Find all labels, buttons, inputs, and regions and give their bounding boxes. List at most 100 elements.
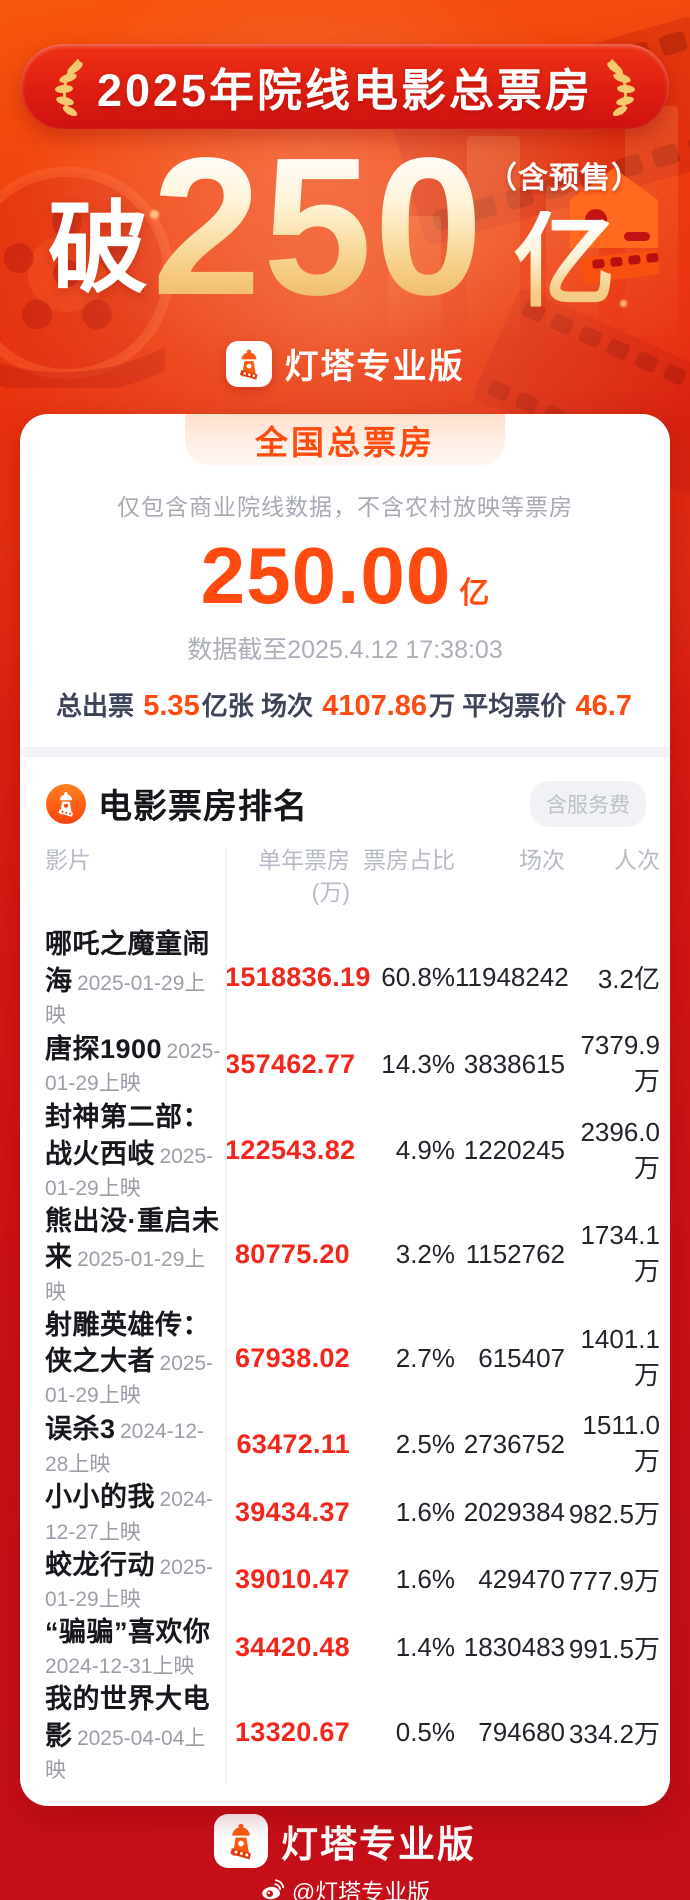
film-share: 3.2%	[395, 1238, 455, 1269]
table-row: 射雕英雄传：侠之大者 2025-01-29上映 67938.02 2.7% 61…	[45, 1307, 660, 1410]
stat-sessions: 场次 4107.86万	[260, 690, 456, 723]
film-title: 熊出没·重启未来	[45, 1205, 220, 1273]
film-box-office: 39010.47	[234, 1564, 350, 1595]
table-row: 误杀3 2024-12-28上映 63472.11 2.5% 2736752 1…	[45, 1410, 660, 1478]
film-release-date: 2025-01-29上映	[45, 1555, 214, 1611]
film-sessions: 3838615	[463, 1048, 565, 1079]
header-share: 票房占比	[363, 847, 455, 874]
film-title: “骗骗”喜欢你	[45, 1616, 211, 1647]
film-admissions: 2396.0万	[580, 1116, 660, 1183]
table-row: 蛟龙行动 2025-01-29上映 39010.47 1.6% 429470 7…	[45, 1547, 660, 1613]
headline: 破 250 （含预售） 亿	[0, 117, 690, 336]
header-film: 影片	[45, 847, 91, 874]
weibo-handle: @灯塔专业版	[291, 1878, 431, 1900]
film-title: 唐探1900	[45, 1033, 163, 1064]
table-row: 我的世界大电影 2025-04-04上映 13320.67 0.5% 79468…	[45, 1681, 660, 1784]
film-sessions: 11948242	[455, 962, 569, 993]
film-cell: 熊出没·重启未来 2025-01-29上映	[45, 1203, 225, 1306]
film-title: 误杀3	[45, 1414, 116, 1445]
banner-title: 2025年院线电影总票房	[96, 65, 594, 116]
film-sessions: 615407	[478, 1342, 565, 1373]
laurel-left-icon	[54, 58, 83, 116]
table-body: 哪吒之魔童闹海 2025-01-29上映 1518836.19 60.8% 11…	[45, 926, 660, 1784]
stat-avg-price: 平均票价 46.7	[462, 690, 632, 723]
film-cell: 蛟龙行动 2025-01-29上映	[45, 1547, 225, 1613]
ranking-section-header: 电影票房排名 含服务费	[20, 757, 670, 828]
film-share: 0.5%	[395, 1717, 455, 1748]
laurel-right-icon	[607, 58, 636, 116]
table-row: 小小的我 2024-12-27上映 39434.37 1.6% 2029384 …	[45, 1479, 660, 1545]
film-release-date: 2025-01-29上映	[45, 1144, 214, 1200]
film-release-date: 2024-12-27上映	[45, 1488, 214, 1544]
film-share: 1.4%	[395, 1631, 455, 1662]
table-row: “骗骗”喜欢你 2024-12-31上映 34420.48 1.4% 18304…	[45, 1614, 660, 1680]
weibo-credit-row: @灯塔专业版	[260, 1873, 430, 1900]
film-share: 2.7%	[395, 1342, 455, 1373]
film-cell: 封神第二部：战火西岐 2025-01-29上映	[45, 1099, 225, 1202]
film-sessions: 1152762	[465, 1238, 565, 1269]
film-cell: 哪吒之魔童闹海 2025-01-29上映	[45, 926, 225, 1029]
beacon-logo-icon	[214, 1813, 268, 1868]
ranking-table: 影片 单年票房 (万) 票房占比 场次 人次 哪吒之魔童闹海 2025-01-2…	[20, 844, 670, 1806]
beacon-logo-icon	[46, 783, 86, 824]
summary-stats-row: 总出票 5.35亿张 场次 4107.86万 平均票价 46.7	[20, 686, 670, 723]
weibo-icon	[262, 1878, 284, 1899]
film-admissions: 777.9万	[568, 1566, 660, 1597]
sparkle-dot	[620, 300, 627, 307]
film-release-date: 2024-12-28上映	[45, 1420, 205, 1476]
film-share: 60.8%	[381, 962, 455, 993]
table-header-row: 影片 单年票房 (万) 票房占比 场次 人次	[45, 844, 660, 908]
film-admissions: 1734.1万	[580, 1220, 660, 1287]
total-box-office-number: 250	[151, 117, 486, 336]
footer-brand-name: 灯塔专业版	[281, 1823, 476, 1865]
data-scope-note: 仅包含商业院线数据，不含农村放映等票房	[117, 494, 573, 521]
column-divider	[225, 848, 227, 1785]
film-admissions: 7379.9万	[580, 1030, 660, 1097]
film-sessions: 1830483	[463, 1631, 565, 1662]
film-title: 蛟龙行动	[45, 1549, 155, 1580]
film-box-office: 67938.02	[234, 1342, 350, 1373]
footer-brand-row: 灯塔专业版	[214, 1813, 476, 1868]
card-header-badge: 全国总票房	[185, 414, 505, 467]
total-value: 250.00	[200, 531, 452, 621]
film-box-office: 80775.20	[234, 1238, 350, 1269]
film-share: 1.6%	[395, 1496, 455, 1527]
film-release-date: 2025-01-29上映	[45, 971, 206, 1028]
film-release-date: 2025-04-04上映	[45, 1726, 206, 1783]
film-title: 封神第二部：战火西岐	[45, 1102, 210, 1169]
film-release-date: 2024-12-31上映	[45, 1655, 195, 1679]
data-cutoff-time: 数据截至2025.4.12 17:38:03	[187, 636, 503, 665]
sparkle-dot	[150, 210, 159, 219]
film-title: 我的世界大电影	[45, 1684, 210, 1751]
header-sessions: 场次	[519, 847, 565, 874]
film-box-office: 63472.11	[236, 1428, 350, 1459]
hero-section: 2025年院线电影总票房 破 250 （含预售） 亿	[0, 44, 690, 388]
film-box-office: 13320.67	[234, 1717, 350, 1748]
film-cell: 误杀3 2024-12-28上映	[45, 1411, 225, 1477]
brand-name: 灯塔专业版	[284, 348, 465, 387]
unit-yi: 亿	[513, 205, 616, 320]
banner-pill: 2025年院线电影总票房	[20, 44, 670, 129]
film-admissions: 991.5万	[568, 1633, 660, 1664]
table-row: 哪吒之魔童闹海 2025-01-29上映 1518836.19 60.8% 11…	[45, 926, 660, 1029]
footer: 灯塔专业版 @灯塔专业版	[0, 1806, 690, 1900]
film-box-office: 34420.48	[234, 1631, 350, 1662]
service-fee-badge: 含服务费	[530, 780, 646, 827]
film-box-office: 357462.77	[225, 1048, 356, 1079]
film-sessions: 2736752	[463, 1428, 565, 1459]
break-character: 破	[47, 193, 148, 306]
section-divider	[20, 747, 670, 758]
film-admissions: 3.2亿	[597, 964, 660, 995]
header-box-office: 单年票房 (万)	[258, 847, 350, 906]
film-box-office: 1518836.19	[225, 962, 371, 993]
film-sessions: 1220245	[463, 1135, 565, 1166]
header-admissions: 人次	[614, 847, 660, 874]
film-sessions: 794680	[478, 1717, 565, 1748]
film-share: 14.3%	[381, 1048, 455, 1079]
film-share: 4.9%	[395, 1135, 455, 1166]
stat-tickets: 总出票 5.35亿张	[56, 690, 254, 723]
film-title: 小小的我	[45, 1482, 155, 1513]
film-admissions: 982.5万	[568, 1498, 660, 1529]
total-unit: 亿	[459, 577, 490, 611]
